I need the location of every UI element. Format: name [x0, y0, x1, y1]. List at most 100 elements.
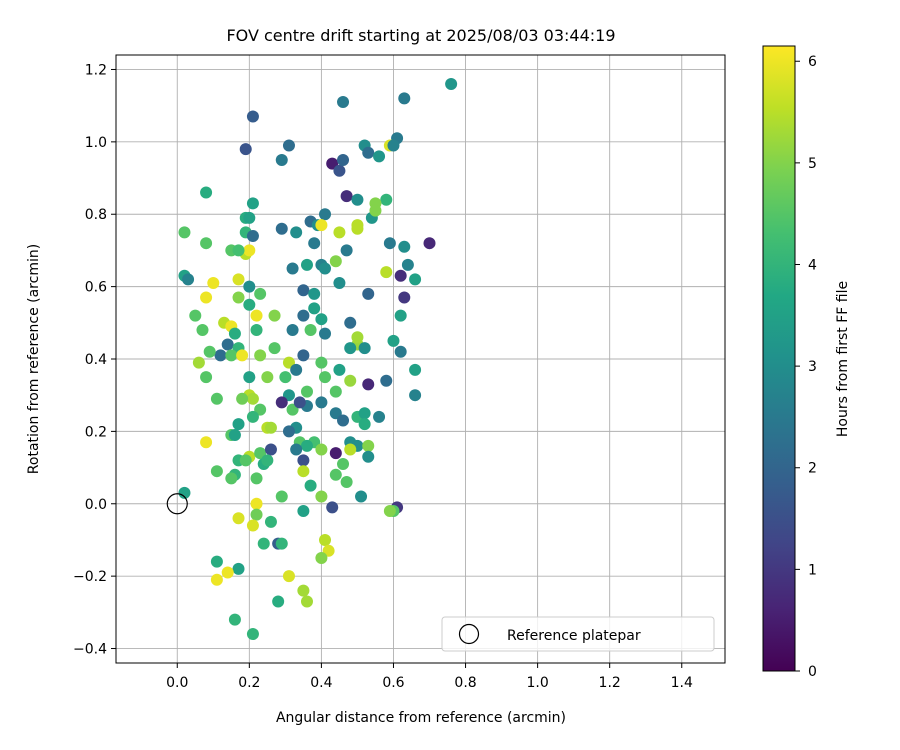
data-point	[308, 287, 321, 300]
data-point	[275, 396, 288, 409]
data-point	[246, 519, 259, 532]
data-point	[246, 392, 259, 405]
data-point	[189, 309, 202, 322]
data-point	[344, 443, 357, 456]
data-point	[210, 392, 223, 405]
y-tick-label: 0.6	[85, 280, 107, 296]
data-point	[351, 222, 364, 235]
y-tick-label: 0.2	[85, 424, 107, 440]
data-point	[398, 240, 411, 253]
y-tick-label: 0.0	[85, 497, 107, 513]
data-point	[272, 595, 285, 608]
data-point	[383, 505, 396, 517]
colorbar-tick-label: 4	[808, 257, 817, 273]
data-point	[315, 219, 328, 232]
data-point	[297, 284, 310, 297]
legend-box: Reference platepar	[441, 616, 715, 652]
data-point	[243, 371, 256, 384]
data-point	[329, 447, 342, 460]
data-point	[232, 291, 245, 304]
data-point	[297, 309, 310, 322]
data-point	[355, 490, 368, 503]
horizontal-grid-lines	[116, 69, 725, 649]
data-point	[394, 269, 407, 282]
legend-reference-marker	[458, 623, 480, 645]
data-point	[333, 363, 346, 376]
data-point	[200, 237, 213, 250]
data-point	[319, 327, 332, 340]
data-point	[304, 324, 317, 337]
data-point	[362, 378, 375, 391]
data-points	[178, 77, 458, 641]
data-point	[315, 443, 328, 456]
data-point	[329, 468, 342, 481]
data-point	[200, 436, 213, 449]
data-point	[268, 342, 281, 355]
data-point	[268, 309, 281, 322]
data-point	[228, 429, 241, 441]
data-point	[182, 273, 195, 286]
y-axis-ticks: −0.4 −0.2 0.0 0.2 0.4 0.6 0.8 1.0 1.2	[73, 62, 116, 658]
data-point	[423, 237, 436, 250]
y-tick-label: 1.0	[85, 135, 107, 151]
data-point	[228, 613, 241, 626]
data-point	[329, 385, 342, 398]
x-tick-label: 1.2	[599, 675, 621, 691]
data-point	[304, 479, 317, 492]
x-tick-label: 1.4	[671, 675, 693, 691]
data-point	[340, 476, 353, 489]
data-point	[362, 287, 375, 300]
data-point	[246, 628, 259, 641]
colorbar	[762, 45, 796, 672]
data-point	[344, 374, 357, 387]
colorbar-tick-label: 1	[808, 562, 817, 578]
data-point	[297, 349, 310, 362]
data-point	[282, 570, 295, 583]
data-point	[246, 110, 259, 123]
data-point	[369, 204, 382, 217]
data-point	[297, 505, 310, 517]
data-point	[200, 371, 213, 384]
data-point	[337, 414, 350, 427]
data-point	[178, 226, 191, 239]
data-point	[380, 193, 393, 206]
data-point	[409, 363, 422, 376]
data-point	[387, 139, 400, 152]
data-point	[326, 501, 339, 514]
data-point	[243, 298, 256, 311]
data-point	[362, 439, 375, 452]
data-point	[333, 277, 346, 289]
data-point	[398, 92, 411, 105]
data-point	[337, 153, 350, 166]
data-point	[351, 193, 364, 206]
data-point	[279, 371, 292, 384]
legend-reference-label: Reference platepar	[507, 628, 641, 644]
data-point	[192, 356, 205, 369]
data-point	[308, 237, 321, 250]
data-point	[236, 392, 249, 405]
data-point	[250, 508, 263, 521]
data-point	[373, 410, 386, 423]
y-tick-label: 0.8	[85, 207, 107, 223]
x-tick-label: 0.0	[166, 675, 188, 691]
data-point	[329, 255, 342, 268]
data-point	[300, 439, 313, 452]
data-point	[297, 454, 310, 467]
data-point	[200, 186, 213, 199]
data-point	[203, 345, 216, 358]
data-point	[351, 331, 364, 344]
data-point	[246, 410, 259, 423]
y-axis-label: Rotation from reference (arcmin)	[26, 244, 42, 474]
data-point	[337, 457, 350, 470]
data-point	[358, 407, 371, 420]
colorbar-label: Hours from first FF file	[835, 281, 851, 437]
data-point	[308, 302, 321, 315]
data-point	[250, 472, 263, 485]
data-point	[319, 262, 332, 275]
colorbar-tick-label: 6	[808, 54, 817, 70]
data-point	[236, 349, 249, 362]
data-point	[257, 537, 270, 550]
data-point	[243, 280, 256, 293]
data-point	[300, 258, 313, 271]
colorbar-tick-label: 0	[808, 664, 817, 680]
